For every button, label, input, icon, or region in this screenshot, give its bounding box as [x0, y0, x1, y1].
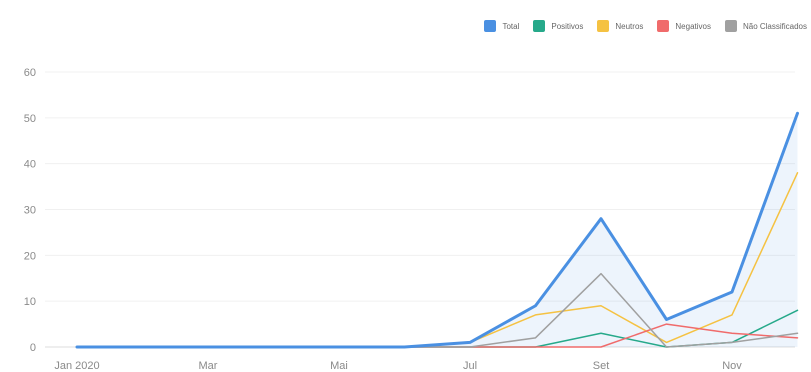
series-line-0	[75, 111, 799, 349]
legend-swatch-negativos	[657, 20, 670, 32]
legend-swatch-total	[484, 20, 497, 32]
legend-item-positivos[interactable]: Positivos	[533, 20, 583, 32]
chart-legend: Total Positivos Neutros Negativos Não Cl…	[484, 20, 807, 32]
x-tick-label-1: Mar	[199, 360, 218, 372]
legend-label-total: Total	[502, 21, 520, 31]
legend-label-positivos: Positivos	[551, 21, 584, 31]
legend-swatch-nao-classificados	[724, 20, 737, 32]
legend-swatch-neutros	[597, 20, 610, 32]
legend-item-neutros[interactable]: Neutros	[597, 20, 643, 32]
y-tick-label-20: 20	[24, 250, 36, 262]
y-tick-label-50: 50	[24, 113, 36, 125]
legend-item-nao-classificados[interactable]: Não Classificados	[724, 20, 807, 32]
x-tick-label-0: Jan 2020	[54, 360, 99, 372]
legend-label-neutros: Neutros	[615, 21, 644, 31]
legend-item-negativos[interactable]: Negativos	[657, 20, 711, 32]
y-tick-label-40: 40	[24, 159, 36, 171]
y-tick-label-10: 10	[24, 296, 36, 308]
y-tick-label-30: 30	[24, 205, 36, 217]
x-tick-label-5: Nov	[722, 360, 742, 372]
y-tick-label-60: 60	[24, 67, 36, 79]
x-tick-label-4: Set	[593, 360, 610, 372]
legend-label-negativos: Negativos	[675, 21, 711, 31]
x-tick-label-2: Mai	[330, 360, 348, 372]
y-tick-label-0: 0	[30, 342, 36, 354]
legend-label-nao-classificados: Não Classificados	[742, 21, 807, 31]
legend-item-total[interactable]: Total	[484, 20, 519, 32]
series-area-0	[77, 113, 798, 347]
x-tick-label-3: Jul	[463, 360, 477, 372]
legend-swatch-positivos	[533, 20, 546, 32]
